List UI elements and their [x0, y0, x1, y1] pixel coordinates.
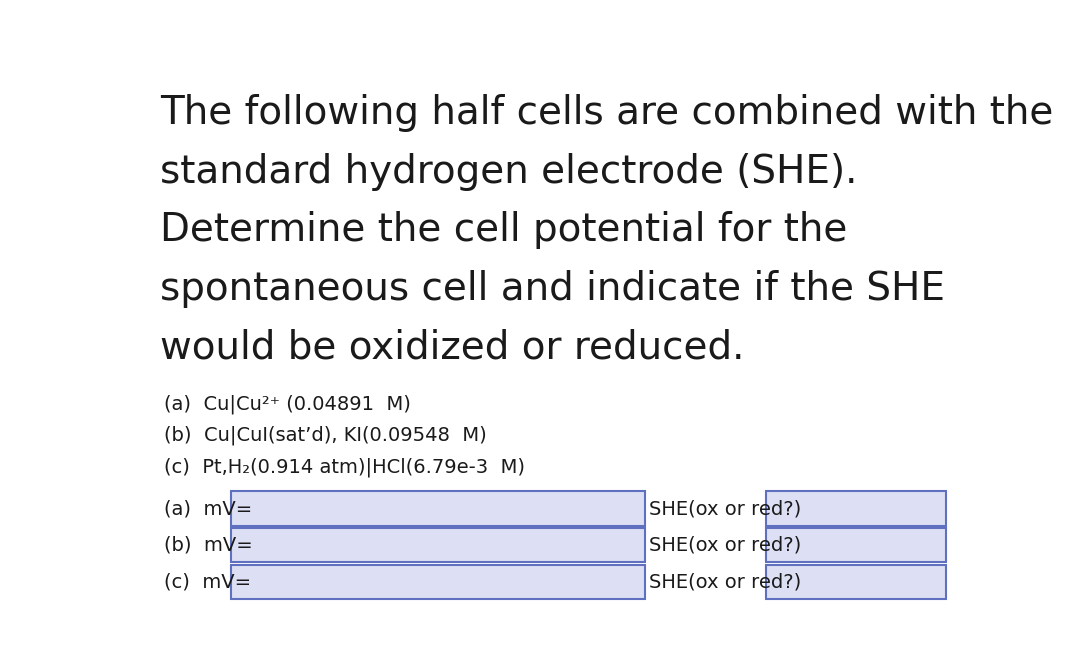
Text: (c)  Pt,H₂(0.914 atm)|HCl(6.79e-3  M): (c) Pt,H₂(0.914 atm)|HCl(6.79e-3 M): [164, 457, 525, 477]
Text: (b)  Cu|CuI(sat’d), KI(0.09548  M): (b) Cu|CuI(sat’d), KI(0.09548 M): [164, 426, 487, 446]
Text: (c)  mV=: (c) mV=: [164, 572, 251, 591]
Text: spontaneous cell and indicate if the SHE: spontaneous cell and indicate if the SHE: [160, 270, 945, 308]
Text: SHE(ox or red?): SHE(ox or red?): [650, 499, 802, 518]
FancyBboxPatch shape: [766, 491, 946, 526]
Text: The following half cells are combined with the: The following half cells are combined wi…: [160, 94, 1053, 133]
Text: SHE(ox or red?): SHE(ox or red?): [650, 536, 802, 554]
Text: Determine the cell potential for the: Determine the cell potential for the: [160, 211, 847, 249]
FancyBboxPatch shape: [231, 491, 645, 526]
Text: (a)  Cu|Cu²⁺ (0.04891  M): (a) Cu|Cu²⁺ (0.04891 M): [164, 394, 411, 414]
Text: (b)  mV=: (b) mV=: [164, 536, 252, 554]
Text: (a)  mV=: (a) mV=: [164, 499, 252, 518]
Text: would be oxidized or reduced.: would be oxidized or reduced.: [160, 328, 745, 366]
FancyBboxPatch shape: [231, 528, 645, 562]
Text: SHE(ox or red?): SHE(ox or red?): [650, 572, 802, 591]
FancyBboxPatch shape: [766, 564, 946, 599]
FancyBboxPatch shape: [766, 528, 946, 562]
FancyBboxPatch shape: [231, 564, 645, 599]
Text: standard hydrogen electrode (SHE).: standard hydrogen electrode (SHE).: [160, 153, 858, 191]
